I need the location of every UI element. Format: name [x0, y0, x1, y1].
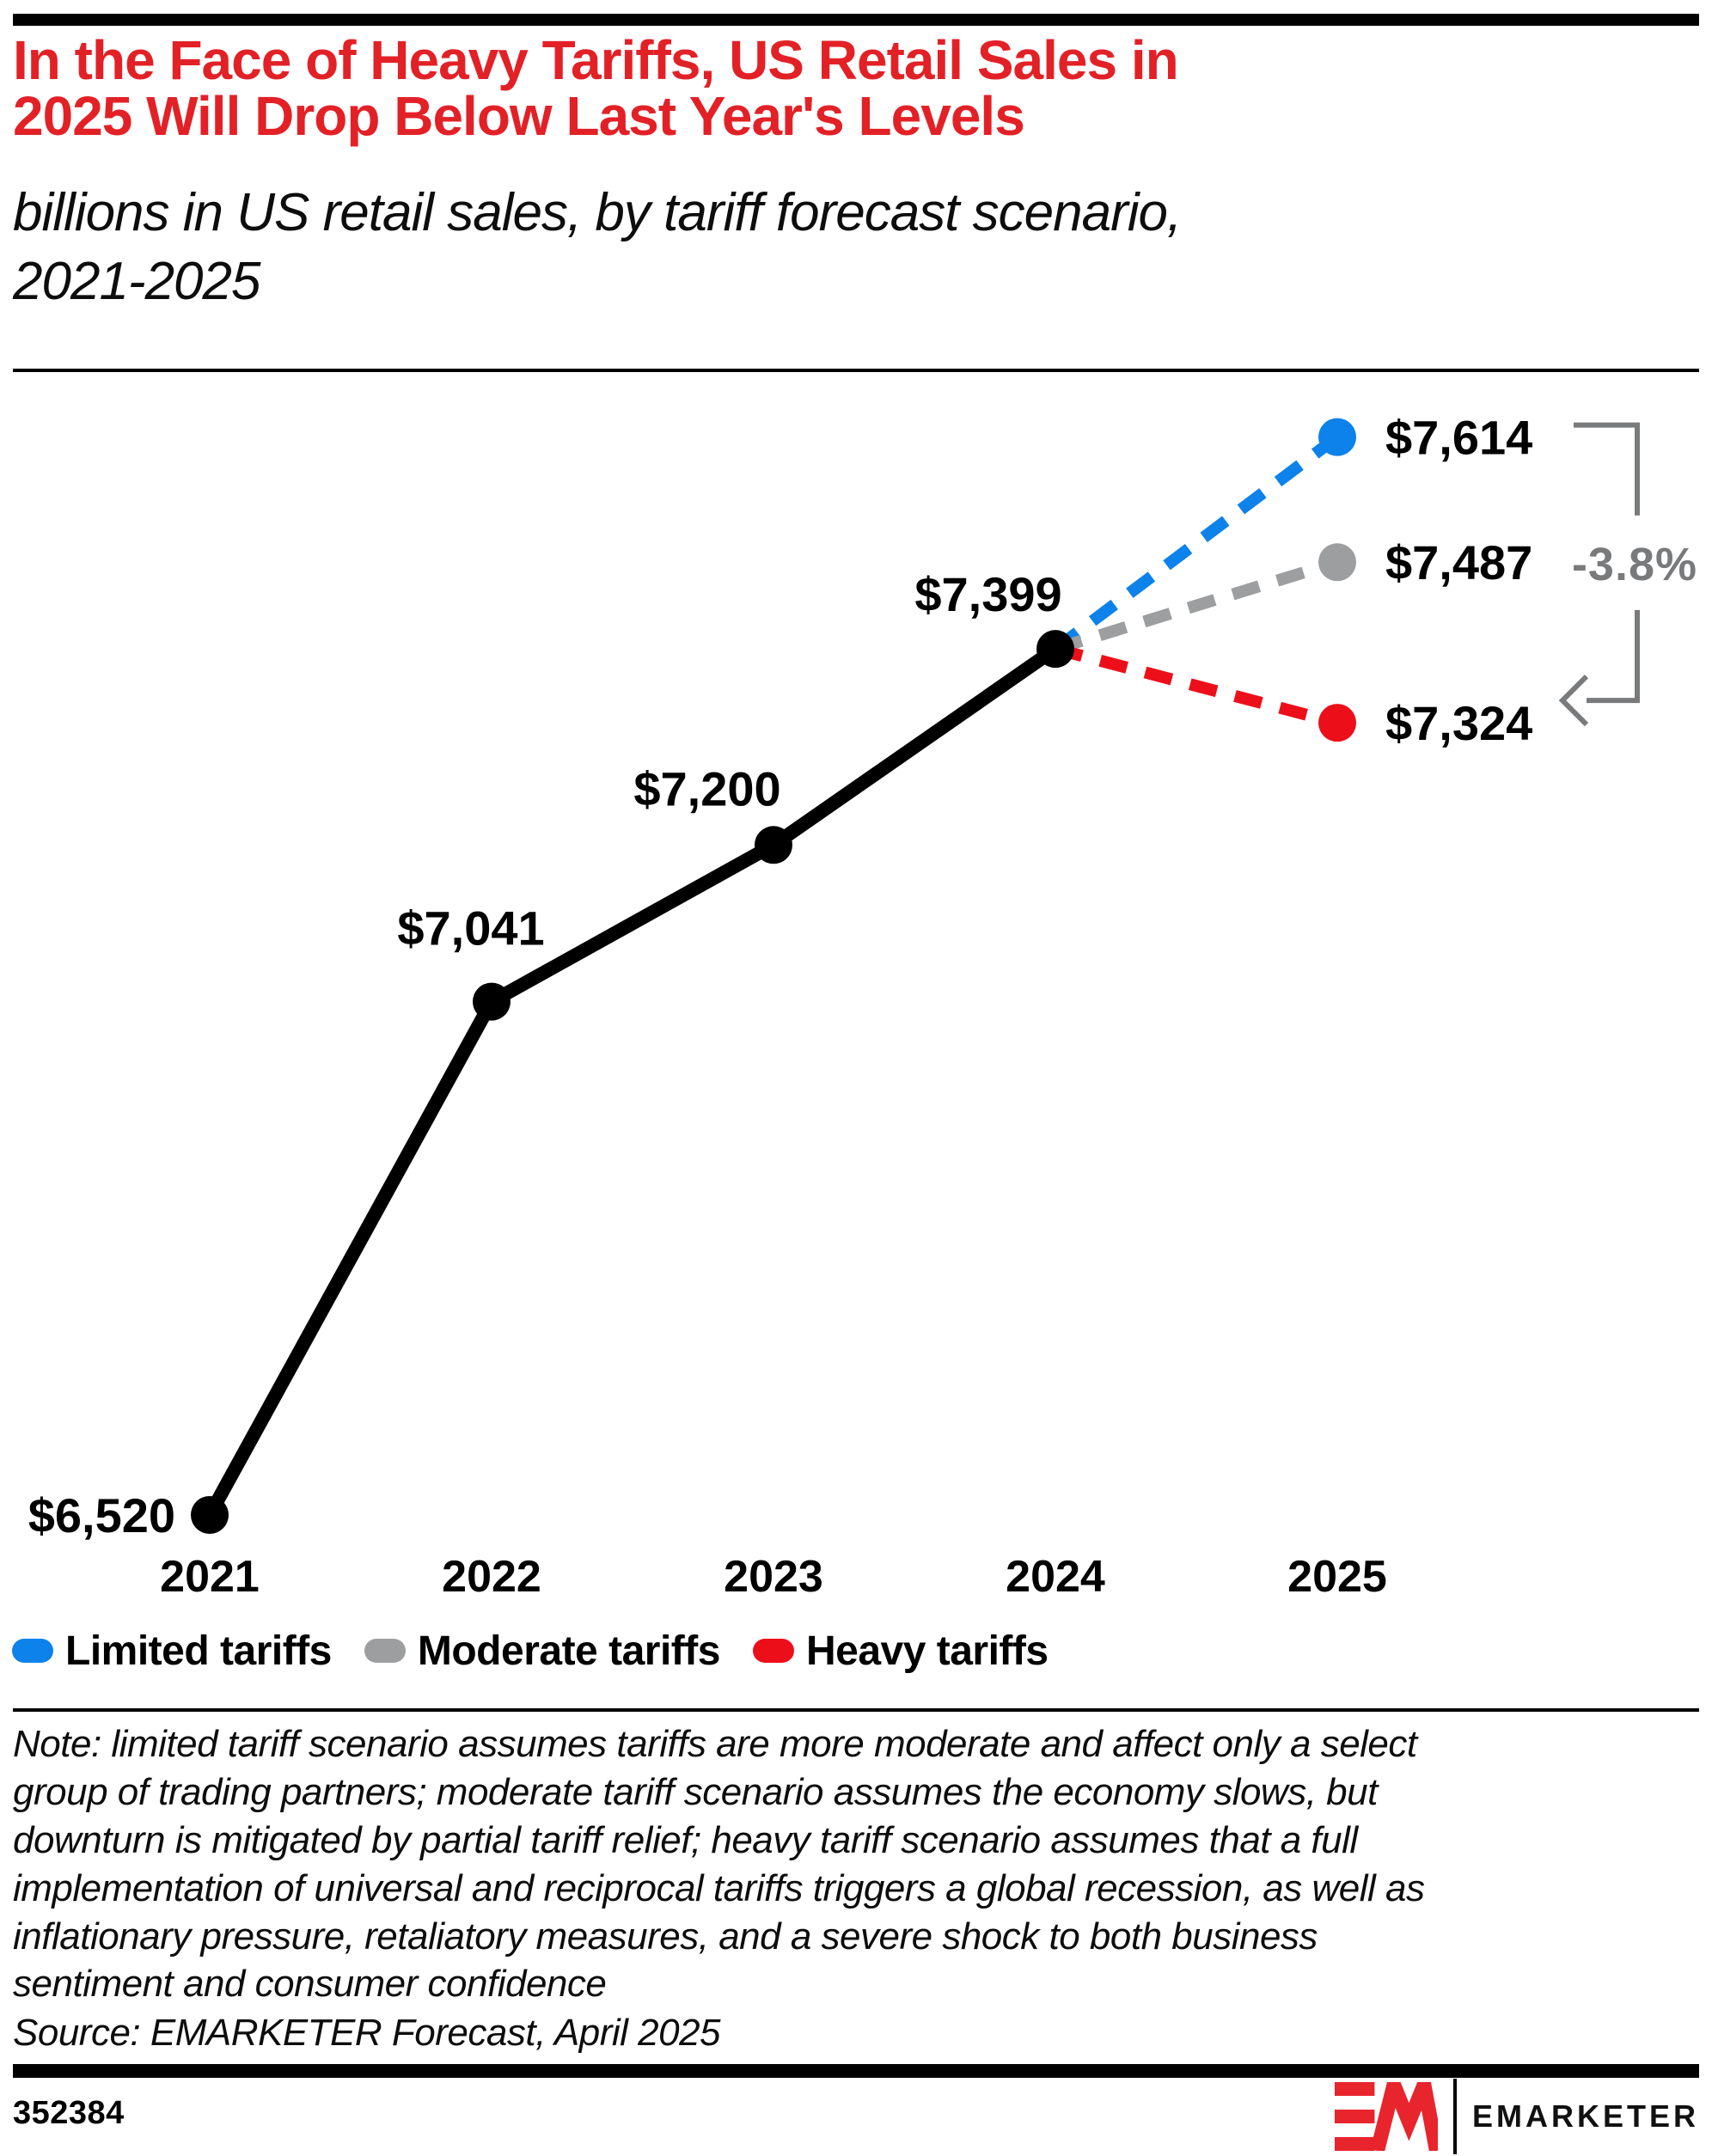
- forecast-line-3: [1054, 643, 1339, 729]
- bracket: [1574, 422, 1640, 704]
- legend-label-heavy: Heavy tariffs: [805, 1628, 1049, 1674]
- forecast-label-2: $7,487: [1385, 535, 1532, 589]
- x-tick-2024: 2024: [1006, 1552, 1105, 1602]
- annotation-bg: [1562, 515, 1707, 610]
- forecast-label-3: $7,324: [1385, 696, 1532, 750]
- logo-divider: [1452, 2079, 1457, 2154]
- brand-wordmark: EMARKETER: [1471, 2098, 1699, 2134]
- legend-item-limited-tariffs: Limited tariffs: [12, 1628, 332, 1675]
- data-point-2024: [1036, 630, 1074, 669]
- forecast-point-1: [1318, 418, 1356, 456]
- value-label-2022: $7,041: [397, 901, 544, 956]
- actual-line: [203, 643, 1060, 1518]
- data-point-2023: [755, 826, 792, 864]
- x-tick-2023: 2023: [724, 1552, 823, 1602]
- source-text: Source: EMARKETER Forecast, April 2025: [13, 2012, 721, 2054]
- bracket-arrow-icon: [1558, 675, 1589, 727]
- x-tick-2021: 2021: [160, 1552, 260, 1602]
- forecast-point-2: [1318, 543, 1356, 582]
- chart-title: In the Face of Heavy Tariffs, US Retail …: [13, 29, 1179, 148]
- value-label-2023: $7,200: [633, 761, 780, 815]
- chart-subtitle: billions in US retail sales, by tariff f…: [13, 183, 1182, 311]
- bottom-bar: [13, 2064, 1699, 2078]
- forecast-label-1: $7,614: [1385, 411, 1532, 465]
- legend-label-moderate: Moderate tariffs: [417, 1628, 721, 1674]
- value-label-2024: $7,399: [914, 567, 1061, 621]
- value-label-2021: $6,520: [28, 1488, 175, 1542]
- legend-swatch-moderate-icon: [364, 1639, 406, 1663]
- top-bar: [13, 14, 1699, 26]
- note-text: Note: limited tariff scenario assumes ta…: [13, 1723, 1425, 2006]
- chart-id: 352384: [13, 2095, 125, 2131]
- forecast-line-1: [1051, 432, 1342, 654]
- note-divider: [13, 1708, 1699, 1712]
- forecast-line-2: [1053, 556, 1340, 655]
- header-divider: [13, 369, 1699, 372]
- x-tick-2025: 2025: [1287, 1552, 1387, 1602]
- data-point-2021: [191, 1496, 229, 1534]
- annotation-label: -3.8%: [1572, 539, 1697, 590]
- legend-item-moderate-tariffs: Moderate tariffs: [364, 1628, 720, 1675]
- legend-item-heavy-tariffs: Heavy tariffs: [752, 1628, 1049, 1675]
- emarketer-logo-icon: [1334, 2082, 1438, 2151]
- brand-logo: EMARKETER: [1334, 2079, 1699, 2154]
- legend: Limited tariffs Moderate tariffs Heavy t…: [12, 1624, 1049, 1677]
- forecast-point-3: [1318, 704, 1356, 742]
- legend-label-limited: Limited tariffs: [65, 1628, 332, 1674]
- legend-swatch-heavy-icon: [752, 1639, 794, 1663]
- x-tick-2022: 2022: [442, 1552, 541, 1602]
- data-point-2022: [473, 982, 511, 1021]
- legend-swatch-limited-icon: [12, 1639, 53, 1663]
